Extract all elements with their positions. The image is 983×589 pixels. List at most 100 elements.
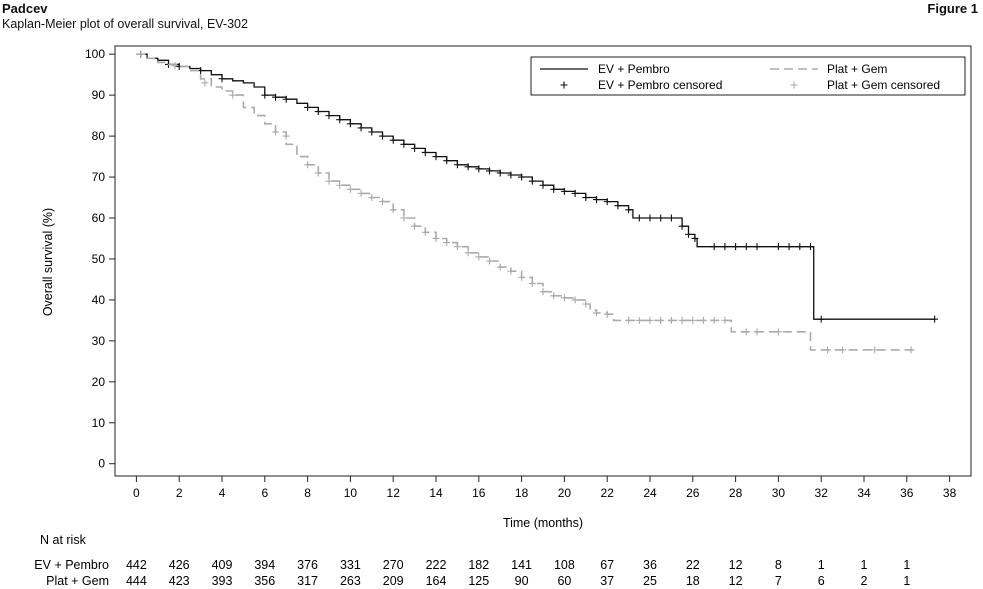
censor-mark-ev-pembro-43	[678, 222, 686, 230]
censor-mark-plat-gem-43	[710, 316, 718, 324]
y-tick-label-10: 100	[85, 47, 105, 61]
risk-value-1-13: 18	[686, 574, 700, 588]
survival-line-plat-gem	[136, 53, 914, 351]
risk-value-0-15: 8	[775, 558, 782, 572]
risk-value-1-10: 60	[557, 574, 571, 588]
risk-row-label-1: Plat + Gem	[46, 574, 109, 588]
censor-mark-ev-pembro-5	[261, 91, 269, 99]
censor-mark-plat-gem-17	[421, 228, 429, 236]
censor-mark-plat-gem-32	[582, 300, 590, 308]
censor-mark-ev-pembro-35	[593, 196, 600, 204]
x-tick-label-19: 38	[943, 486, 957, 500]
censor-mark-ev-pembro-29	[528, 177, 536, 185]
censor-mark-ev-pembro-10	[325, 112, 333, 120]
x-tick-label-13: 26	[686, 486, 700, 500]
x-tick-label-7: 14	[429, 486, 443, 500]
risk-value-0-2: 409	[212, 558, 233, 572]
series-layer	[136, 50, 939, 354]
censor-mark-plat-gem-4	[272, 128, 279, 136]
censor-mark-ev-pembro-15	[379, 132, 386, 140]
censor-mark-plat-gem-14	[389, 206, 397, 214]
risk-value-1-2: 393	[212, 574, 233, 588]
censor-mark-plat-gem-21	[464, 249, 472, 257]
censor-mark-plat-gem-47	[774, 328, 782, 336]
y-tick-label-5: 50	[92, 252, 106, 266]
y-tick-label-3: 30	[92, 334, 106, 348]
censor-mark-ev-pembro-16	[389, 136, 397, 144]
censor-mark-plat-gem-5	[282, 132, 290, 140]
risk-value-0-7: 222	[426, 558, 447, 572]
x-tick-label-0: 0	[133, 486, 140, 500]
risk-value-1-7: 164	[426, 574, 447, 588]
censor-mark-ev-pembro-32	[560, 187, 568, 195]
censor-mark-plat-gem-13	[379, 198, 386, 206]
censor-mark-plat-gem-41	[689, 316, 697, 324]
censor-mark-ev-pembro-56	[931, 315, 939, 323]
censor-mark-plat-gem-31	[571, 296, 579, 304]
censor-mark-plat-gem-40	[678, 316, 686, 324]
censor-mark-ev-pembro-51	[774, 243, 782, 251]
legend-label-ev-pembro-censored: EV + Pembro censored	[598, 78, 722, 92]
risk-value-1-16: 6	[818, 574, 825, 588]
censor-mark-plat-gem-50	[871, 346, 879, 354]
legend-label-ev-pembro: EV + Pembro	[598, 62, 670, 76]
brand-title: Padcev	[2, 1, 48, 16]
censor-mark-plat-gem-44	[721, 316, 729, 324]
censor-mark-plat-gem-8	[325, 177, 333, 185]
censor-mark-ev-pembro-34	[582, 194, 590, 202]
x-tick-label-11: 22	[601, 486, 615, 500]
risk-value-1-8: 125	[468, 574, 489, 588]
x-tick-label-14: 28	[729, 486, 743, 500]
censor-mark-plat-gem-16	[411, 222, 419, 230]
censor-mark-plat-gem-15	[400, 214, 408, 222]
legend-censor-ev-pembro	[560, 81, 568, 89]
x-tick-label-8: 16	[472, 486, 486, 500]
legend-box	[530, 56, 966, 96]
censor-mark-plat-gem-51	[907, 346, 915, 354]
y-tick-label-6: 60	[92, 211, 106, 225]
risk-value-0-10: 108	[554, 558, 575, 572]
y-tick-label-4: 40	[92, 293, 106, 307]
censor-mark-plat-gem-42	[700, 316, 707, 324]
censor-mark-ev-pembro-11	[336, 116, 344, 124]
censor-mark-plat-gem-38	[657, 316, 665, 324]
y-tick-label-9: 90	[92, 88, 106, 102]
censor-mark-ev-pembro-12	[346, 120, 354, 128]
x-tick-label-17: 34	[857, 486, 871, 500]
censor-mark-ev-pembro-30	[539, 181, 547, 189]
censor-mark-plat-gem-46	[753, 328, 761, 336]
x-tick-label-15: 30	[772, 486, 786, 500]
censor-mark-ev-pembro-50	[753, 243, 761, 251]
censor-mark-plat-gem-33	[593, 309, 600, 317]
risk-value-1-4: 317	[297, 574, 318, 588]
x-tick-label-9: 18	[515, 486, 529, 500]
censor-mark-plat-gem-20	[453, 243, 461, 251]
censor-mark-ev-pembro-14	[368, 128, 376, 136]
censor-mark-ev-pembro-44	[685, 230, 693, 238]
risk-value-1-1: 423	[169, 574, 190, 588]
censor-mark-ev-pembro-25	[486, 167, 493, 175]
censor-mark-ev-pembro-55	[817, 315, 825, 323]
risk-value-1-11: 37	[600, 574, 614, 588]
censor-mark-plat-gem-10	[346, 185, 354, 193]
censor-mark-ev-pembro-46	[710, 243, 718, 251]
censor-mark-ev-pembro-21	[443, 157, 451, 165]
figure-label: Figure 1	[927, 1, 978, 16]
censor-mark-plat-gem-1	[171, 62, 179, 70]
risk-value-0-17: 1	[861, 558, 868, 572]
risk-value-0-11: 67	[600, 558, 614, 572]
x-axis-label: Time (months)	[503, 516, 583, 530]
risk-value-1-6: 209	[383, 574, 404, 588]
risk-value-0-18: 1	[903, 558, 910, 572]
risk-value-0-3: 394	[254, 558, 275, 572]
censor-mark-ev-pembro-54	[807, 243, 814, 251]
risk-value-0-0: 442	[126, 558, 147, 572]
legend: EV + Pembro Plat + Gem EV + Pembro censore…	[530, 56, 966, 96]
censor-mark-plat-gem-11	[357, 189, 365, 197]
censor-mark-ev-pembro-39	[635, 214, 643, 222]
censor-mark-plat-gem-36	[635, 316, 643, 324]
y-tick-label-0: 0	[98, 457, 105, 471]
y-tick-label-1: 10	[92, 416, 106, 430]
censor-mark-plat-gem-45	[742, 328, 750, 336]
censor-mark-plat-gem-6	[304, 161, 312, 169]
